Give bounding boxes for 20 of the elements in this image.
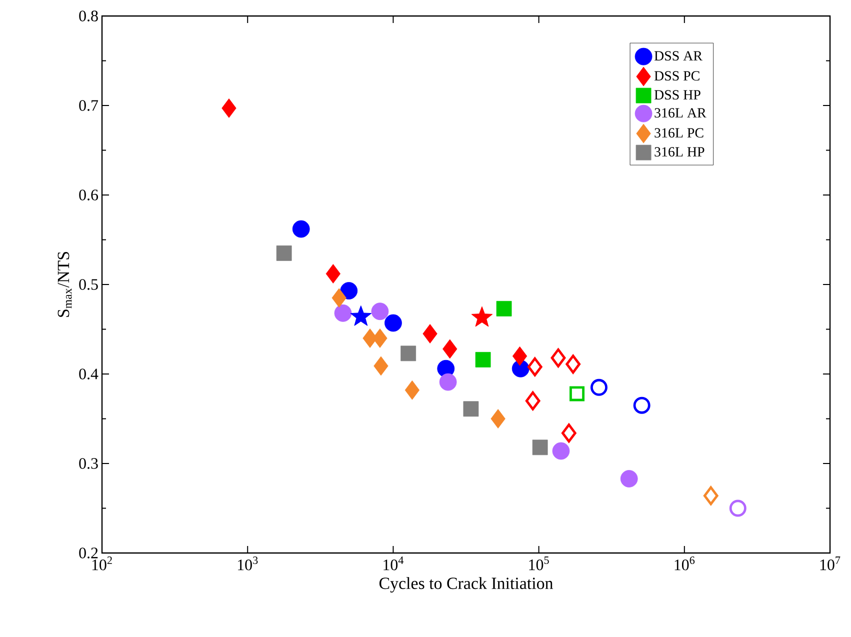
x-tick-label: 10$^{6}$ [674,556,695,570]
legend-label: DSS HP [654,90,700,100]
y-tick-label: 0.4 [79,368,98,380]
legend-label: 316L HP [654,147,704,157]
y-tick-label: 0.7 [79,100,98,111]
y-tick-label: 0.8 [79,10,98,22]
y-tick-label: 0.2 [79,548,98,558]
x-axis-title: Cycles to Crack Initiation [379,577,554,593]
x-tick-label: 10$^{7}$ [820,556,840,570]
x-tick-label: 10$^{3}$ [238,556,258,570]
legend-label: 316L PC [654,128,704,138]
y-tick-label: 0.6 [79,190,98,200]
legend-label: 316L AR [654,108,706,118]
legend-label: DSS AR [654,51,702,61]
y-tick-label: 0.5 [79,279,98,290]
y-axis-title: S$_{max}$/NTS [58,252,72,317]
y-tick-label: 0.3 [79,458,98,469]
legend-label: DSS PC [654,71,700,81]
x-tick-label: 10$^{5}$ [529,556,549,570]
x-tick-label: 10$^{4}$ [384,556,404,570]
